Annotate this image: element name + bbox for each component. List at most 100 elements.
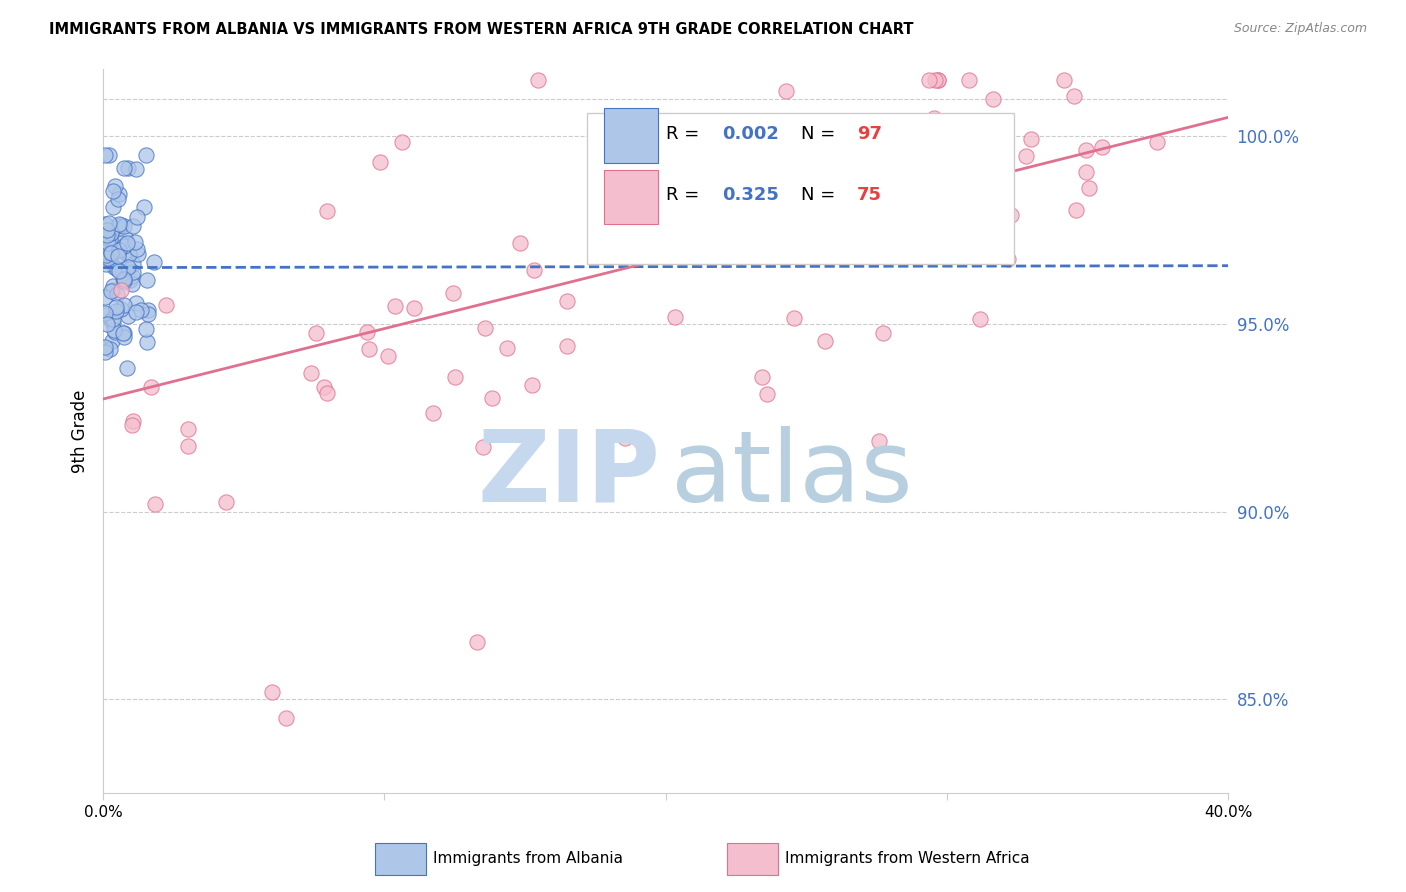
Point <box>97 252 120 266</box>
Point <box>101 278 124 293</box>
Point <box>108 217 131 231</box>
Point <box>110 218 132 232</box>
Point <box>872 326 894 340</box>
FancyBboxPatch shape <box>586 113 1015 264</box>
Point <box>136 302 159 317</box>
Point <box>305 326 328 340</box>
Point <box>103 323 125 337</box>
Point <box>136 273 159 287</box>
Point <box>1053 72 1076 87</box>
Point <box>101 317 124 331</box>
Point <box>125 210 148 224</box>
Point <box>98 342 121 356</box>
Point <box>613 431 636 445</box>
FancyBboxPatch shape <box>603 170 658 225</box>
Text: 0.002: 0.002 <box>721 125 779 143</box>
Text: Source: ZipAtlas.com: Source: ZipAtlas.com <box>1233 22 1367 36</box>
Text: Immigrants from Western Africa: Immigrants from Western Africa <box>785 852 1029 866</box>
Point <box>112 298 135 312</box>
Point <box>107 221 129 235</box>
Point <box>96 309 118 323</box>
Point <box>110 283 132 297</box>
Point <box>868 434 890 449</box>
Point <box>96 317 118 331</box>
Point <box>404 301 426 315</box>
Point <box>100 312 122 326</box>
Point <box>132 200 155 214</box>
Point <box>422 406 444 420</box>
Point <box>101 184 124 198</box>
Point <box>627 183 650 197</box>
Point <box>155 298 177 312</box>
Point <box>752 169 775 184</box>
Text: 0.325: 0.325 <box>721 186 779 204</box>
Point <box>135 322 157 336</box>
Point <box>444 369 467 384</box>
Point <box>93 340 115 354</box>
Point <box>299 366 322 380</box>
Point <box>1019 131 1042 145</box>
Point <box>98 215 121 229</box>
Point <box>215 495 238 509</box>
Point <box>96 227 118 242</box>
Point <box>121 418 143 433</box>
Point <box>117 309 139 323</box>
Point <box>97 235 120 250</box>
Point <box>122 415 145 429</box>
Text: R =: R = <box>665 125 704 143</box>
Point <box>957 234 980 248</box>
Point <box>121 277 143 292</box>
Point <box>1066 202 1088 217</box>
Point <box>127 247 149 261</box>
Point <box>1074 165 1097 179</box>
Point <box>509 235 531 250</box>
Point <box>104 179 127 194</box>
Point <box>672 227 695 241</box>
Point <box>981 92 1004 106</box>
Text: N =: N = <box>801 186 841 204</box>
Point <box>316 386 339 401</box>
Point <box>177 439 200 453</box>
Point <box>927 72 949 87</box>
Point <box>108 264 131 278</box>
Point <box>1078 181 1101 195</box>
Point <box>112 262 135 277</box>
Point <box>664 310 686 325</box>
Point <box>969 312 991 326</box>
Text: 0.0%: 0.0% <box>84 805 122 820</box>
Point <box>98 233 121 247</box>
Point <box>693 205 716 219</box>
Point <box>112 272 135 286</box>
Point <box>997 252 1019 267</box>
Point <box>927 72 949 87</box>
Point <box>110 301 132 316</box>
Point <box>814 334 837 349</box>
Point <box>108 186 131 201</box>
Point <box>108 243 131 257</box>
Point <box>136 334 159 349</box>
Point <box>110 235 132 250</box>
Point <box>495 341 517 355</box>
Point <box>104 326 127 340</box>
Point <box>127 243 149 257</box>
Point <box>118 273 141 287</box>
FancyBboxPatch shape <box>603 109 658 162</box>
Point <box>527 72 550 87</box>
Point <box>112 219 135 234</box>
Point <box>135 148 157 162</box>
Point <box>115 247 138 261</box>
Point <box>260 685 283 699</box>
Point <box>136 307 159 321</box>
Point <box>467 634 489 648</box>
Point <box>112 275 135 289</box>
Point <box>312 379 335 393</box>
Point <box>1091 140 1114 154</box>
Point <box>97 247 120 261</box>
Point <box>775 216 797 230</box>
Point <box>523 262 546 277</box>
Point <box>918 72 941 87</box>
Point <box>851 183 873 197</box>
Point <box>368 154 391 169</box>
Point <box>107 192 129 206</box>
Point <box>125 305 148 319</box>
